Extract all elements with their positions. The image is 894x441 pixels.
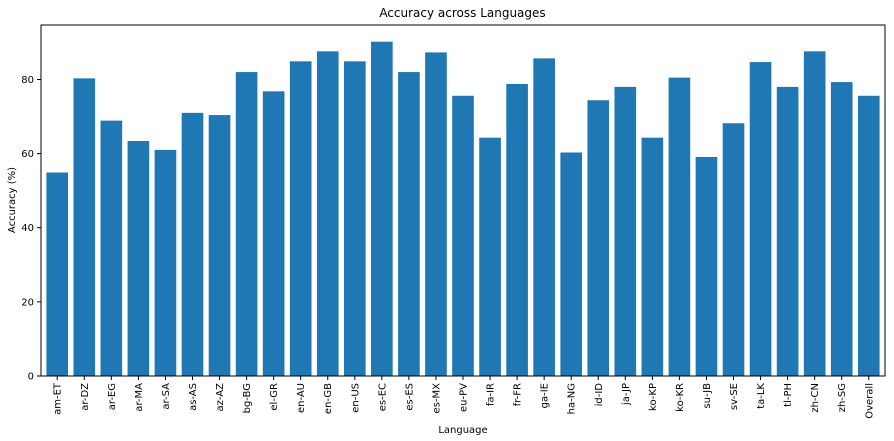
x-tick-label: zh-CN xyxy=(810,383,821,413)
bar-en-AU xyxy=(289,61,312,377)
bar-ar-EG xyxy=(100,120,123,376)
y-tick-label: 80 xyxy=(21,75,34,86)
x-tick-label: fr-FR xyxy=(513,383,524,406)
bar-am-ET xyxy=(46,172,69,376)
bar-ta-LK xyxy=(749,62,772,376)
x-tick-label: en-US xyxy=(350,383,361,413)
plot-frame xyxy=(40,24,886,377)
bar-ar-MA xyxy=(127,141,150,376)
x-tick-label: ar-EG xyxy=(107,383,118,410)
bar-fr-FR xyxy=(506,83,528,376)
x-tick-label: Overall xyxy=(864,383,875,419)
y-tick-label: 20 xyxy=(21,297,34,308)
bar-ko-KP xyxy=(641,137,664,376)
x-tick-label: tl-PH xyxy=(783,383,794,407)
bar-zh-SG xyxy=(830,82,853,377)
bar-ko-KR xyxy=(668,77,691,376)
bars-group xyxy=(46,41,880,377)
bar-eu-PV xyxy=(452,95,474,376)
x-tick-label: eu-PV xyxy=(459,383,470,412)
x-tick-label: en-GB xyxy=(323,383,334,414)
y-tick-label: 60 xyxy=(21,149,34,160)
x-tick-label: sv-SE xyxy=(729,383,740,410)
bar-ga-IE xyxy=(533,58,555,376)
x-tick-label: ta-LK xyxy=(756,383,767,409)
x-axis-label: Language xyxy=(438,425,487,436)
x-tick-label: as-AS xyxy=(188,383,199,411)
bar-ar-SA xyxy=(154,149,177,376)
x-tick-label: ar-MA xyxy=(134,383,145,412)
bar-fa-IR xyxy=(479,137,501,376)
bar-az-AZ xyxy=(208,115,231,376)
bar-Overall xyxy=(857,95,880,376)
y-tick-label: 0 xyxy=(28,372,34,383)
bar-sv-SE xyxy=(722,123,745,376)
bar-el-GR xyxy=(262,91,285,376)
x-tick-label: ha-NG xyxy=(567,383,578,414)
bar-bg-BG xyxy=(235,72,258,376)
x-tick-label: es-MX xyxy=(431,383,442,414)
y-axis-label: Accuracy (%) xyxy=(7,167,18,233)
x-tick-label: id-ID xyxy=(594,383,605,407)
x-tick-label: el-GR xyxy=(269,383,280,411)
x-tick-label: en-AU xyxy=(296,383,307,413)
y-tick-label: 40 xyxy=(21,223,34,234)
bar-es-EC xyxy=(371,41,393,376)
x-tick-label: fa-IR xyxy=(486,383,497,406)
x-tick-label: es-ES xyxy=(404,383,415,411)
x-axis: am-ET ar-DZ ar-EG ar-MA ar-SA as-AS az-AZ bg-BG… xyxy=(53,376,875,419)
x-tick-label: ko-KP xyxy=(648,383,659,411)
bar-id-ID xyxy=(587,100,610,377)
x-tick-label: ja-JP xyxy=(621,383,632,406)
x-tick-label: ga-IE xyxy=(540,383,551,408)
x-tick-label: bg-BG xyxy=(242,383,253,413)
x-tick-label: ar-SA xyxy=(161,383,172,410)
chart-title: Accuracy across Languages xyxy=(379,6,545,20)
y-axis: 0 20 40 60 80 xyxy=(21,75,41,383)
bar-su-JB xyxy=(695,156,718,376)
bar-es-ES xyxy=(398,72,420,376)
x-tick-label: zh-SG xyxy=(837,383,848,412)
x-tick-label: az-AZ xyxy=(215,383,226,412)
bar-en-US xyxy=(343,61,366,377)
x-tick-label: am-ET xyxy=(53,382,64,415)
bar-as-AS xyxy=(181,112,204,377)
x-tick-label: su-JB xyxy=(702,383,713,409)
bar-ar-DZ xyxy=(73,78,96,377)
bar-ja-JP xyxy=(614,86,637,376)
bar-es-MX xyxy=(425,52,447,376)
bar-ha-NG xyxy=(560,152,583,376)
bar-tl-PH xyxy=(776,86,799,376)
x-tick-label: ko-KR xyxy=(675,383,686,412)
x-tick-label: es-EC xyxy=(377,383,388,411)
bar-zh-CN xyxy=(803,51,826,376)
x-tick-label: ar-DZ xyxy=(80,383,91,411)
bar-en-GB xyxy=(316,51,339,376)
